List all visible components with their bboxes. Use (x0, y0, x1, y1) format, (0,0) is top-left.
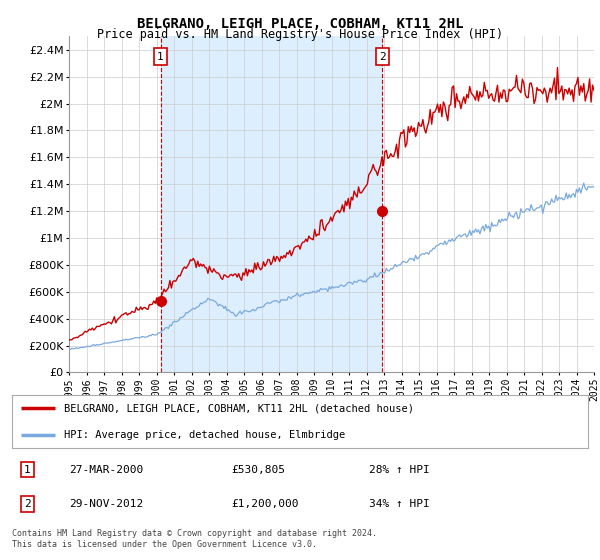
Text: 27-MAR-2000: 27-MAR-2000 (70, 465, 144, 475)
Bar (161, 36, 382, 372)
Text: £1,200,000: £1,200,000 (231, 499, 298, 509)
Text: 2: 2 (379, 52, 386, 62)
Text: 1: 1 (157, 52, 164, 62)
Text: 34% ↑ HPI: 34% ↑ HPI (369, 499, 430, 509)
Text: Contains HM Land Registry data © Crown copyright and database right 2024.
This d: Contains HM Land Registry data © Crown c… (12, 529, 377, 549)
Text: Price paid vs. HM Land Registry's House Price Index (HPI): Price paid vs. HM Land Registry's House … (97, 28, 503, 41)
Text: BELGRANO, LEIGH PLACE, COBHAM, KT11 2HL (detached house): BELGRANO, LEIGH PLACE, COBHAM, KT11 2HL … (64, 403, 414, 413)
Text: 29-NOV-2012: 29-NOV-2012 (70, 499, 144, 509)
Text: £530,805: £530,805 (231, 465, 285, 475)
Text: 1: 1 (24, 465, 31, 475)
Text: HPI: Average price, detached house, Elmbridge: HPI: Average price, detached house, Elmb… (64, 430, 345, 440)
Text: BELGRANO, LEIGH PLACE, COBHAM, KT11 2HL: BELGRANO, LEIGH PLACE, COBHAM, KT11 2HL (137, 17, 463, 31)
Text: 28% ↑ HPI: 28% ↑ HPI (369, 465, 430, 475)
Text: 2: 2 (24, 499, 31, 509)
